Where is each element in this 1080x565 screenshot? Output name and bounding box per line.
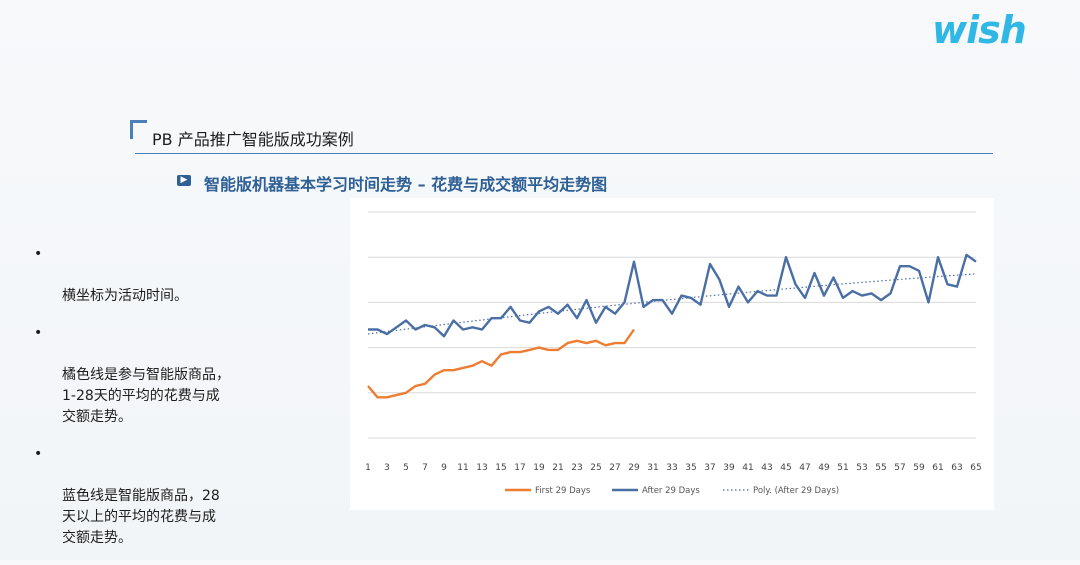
x-tick-label: 63 — [951, 463, 962, 473]
legend-label: First 29 Days — [535, 486, 591, 496]
x-tick-label: 21 — [552, 463, 563, 473]
x-tick-label: 51 — [837, 463, 848, 473]
chart-subtitle: 智能版机器基本学习时间走势 – 花费与成交额平均走势图 — [204, 175, 608, 194]
chart-series — [367, 253, 977, 399]
note-text: 横坐标为活动时间。 — [62, 288, 188, 304]
x-tick-label: 57 — [894, 463, 905, 473]
x-tick-label: 17 — [514, 463, 525, 473]
x-tick-label: 45 — [780, 463, 791, 473]
legend-label: Poly. (After 29 Days) — [753, 486, 839, 496]
x-tick-label: 37 — [704, 463, 715, 473]
chart-grid — [368, 211, 976, 439]
notes-list: • 横坐标为活动时间。 • 橘色线是参与智能版商品， 1-28天的平均的花费与成… — [30, 244, 280, 565]
wish-logo: wish — [932, 8, 1027, 52]
bullet-dot: • — [34, 325, 43, 341]
bullet-dot: • — [34, 246, 43, 262]
x-tick-label: 31 — [647, 463, 658, 473]
x-tick-label: 43 — [761, 463, 772, 473]
x-tick-label: 61 — [932, 463, 943, 473]
bullet-dot: • — [34, 446, 43, 462]
note-text: 蓝色线是智能版商品，28 天以上的平均的花费与成 交额走势。 — [62, 488, 220, 546]
chart-panel: 1 3 5 7 9 11 13 15 17 19 21 23 25 27 29 31 33 35 37 39 41 43 4… — [350, 198, 994, 510]
x-tick-label: 49 — [818, 463, 830, 473]
x-tick-label: 29 — [628, 463, 640, 473]
page-heading: PB 产品推广智能版成功案例 — [152, 130, 354, 149]
first-29-days-line — [367, 328, 635, 399]
x-axis-tick-labels: 1 3 5 7 9 11 13 15 17 19 21 23 25 27 29 31 33 35 37 39 41 43 4… — [365, 463, 982, 473]
subtitle-arrow-icon: ▶ — [177, 175, 191, 186]
x-tick-label: 35 — [685, 463, 696, 473]
x-tick-label: 23 — [571, 463, 582, 473]
x-tick-label: 9 — [441, 463, 447, 473]
x-tick-label: 65 — [970, 463, 981, 473]
x-tick-label: 27 — [609, 463, 620, 473]
x-tick-label: 33 — [666, 463, 677, 473]
line-chart: 1 3 5 7 9 11 13 15 17 19 21 23 25 27 29 31 33 35 37 39 41 43 4… — [365, 211, 982, 496]
note-text: 橘色线是参与智能版商品， 1-28天的平均的花费与成 交额走势。 — [62, 367, 230, 425]
x-tick-label: 41 — [742, 463, 753, 473]
legend-label: After 29 Days — [642, 486, 700, 496]
x-tick-label: 7 — [422, 463, 428, 473]
trendline-series — [367, 273, 977, 335]
x-tick-label: 59 — [913, 463, 925, 473]
heading-divider — [135, 153, 993, 154]
note-item: • 蓝色线是智能版商品，28 天以上的平均的花费与成 交额走势。 — [30, 444, 280, 549]
x-tick-label: 19 — [533, 463, 545, 473]
x-tick-label: 1 — [365, 463, 371, 473]
x-tick-label: 15 — [495, 463, 506, 473]
x-tick-label: 53 — [856, 463, 867, 473]
x-tick-label: 25 — [590, 463, 601, 473]
after-29-days-line — [368, 253, 977, 338]
x-tick-label: 13 — [476, 463, 487, 473]
x-tick-label: 55 — [875, 463, 886, 473]
chart-legend: First 29 Days After 29 Days Poly. (After 2… — [505, 486, 839, 496]
x-tick-label: 3 — [384, 463, 390, 473]
x-tick-label: 47 — [799, 463, 810, 473]
note-item: • 横坐标为活动时间。 — [30, 244, 280, 307]
heading-corner-decoration — [130, 120, 147, 139]
x-tick-label: 39 — [723, 463, 735, 473]
x-tick-label: 5 — [403, 463, 409, 473]
x-tick-label: 11 — [457, 463, 468, 473]
note-item: • 橘色线是参与智能版商品， 1-28天的平均的花费与成 交额走势。 — [30, 323, 280, 428]
